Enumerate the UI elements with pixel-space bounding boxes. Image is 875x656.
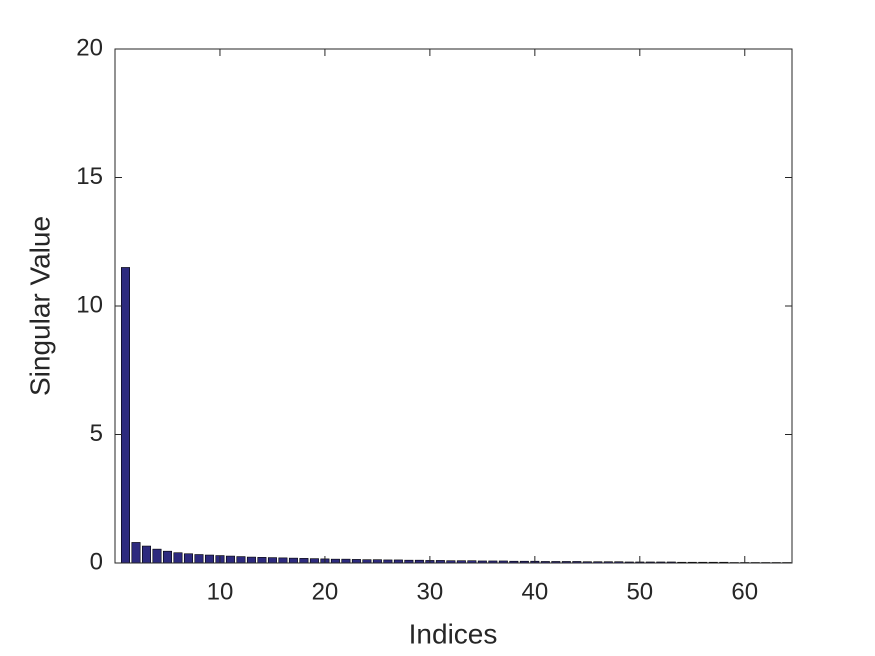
bar <box>351 559 361 564</box>
x-tick-label: 10 <box>207 578 234 605</box>
bar <box>162 550 172 564</box>
bar <box>194 554 204 564</box>
x-tick-label: 30 <box>417 578 444 605</box>
bar <box>152 548 162 564</box>
bar <box>120 267 130 564</box>
bar <box>131 542 141 564</box>
bar <box>225 555 235 564</box>
bar <box>183 553 193 564</box>
bar <box>372 559 382 564</box>
x-tick-label: 20 <box>312 578 339 605</box>
axes-box <box>114 48 793 564</box>
plot-area <box>115 49 792 563</box>
bar <box>173 552 183 564</box>
x-axis-label: Indices <box>409 618 498 649</box>
bar <box>141 545 151 564</box>
bar <box>246 556 256 564</box>
bar <box>330 558 340 564</box>
bar <box>236 556 246 564</box>
bar <box>362 559 372 564</box>
bar <box>278 557 288 564</box>
y-tick-label: 15 <box>76 163 103 190</box>
bar <box>257 557 267 564</box>
x-tick-label: 50 <box>626 578 653 605</box>
bar <box>299 558 309 564</box>
bar <box>341 558 351 564</box>
y-tick-label: 20 <box>76 34 103 61</box>
bar <box>288 557 298 564</box>
y-tick-label: 5 <box>90 420 103 447</box>
y-tick-label: 10 <box>76 291 103 318</box>
bar <box>309 558 319 564</box>
bar <box>267 557 277 564</box>
y-axis-label: Singular Value <box>24 216 55 396</box>
bar <box>204 554 214 564</box>
x-tick-label: 40 <box>521 578 548 605</box>
y-tick-label: 0 <box>90 548 103 575</box>
x-tick-label: 60 <box>731 578 758 605</box>
